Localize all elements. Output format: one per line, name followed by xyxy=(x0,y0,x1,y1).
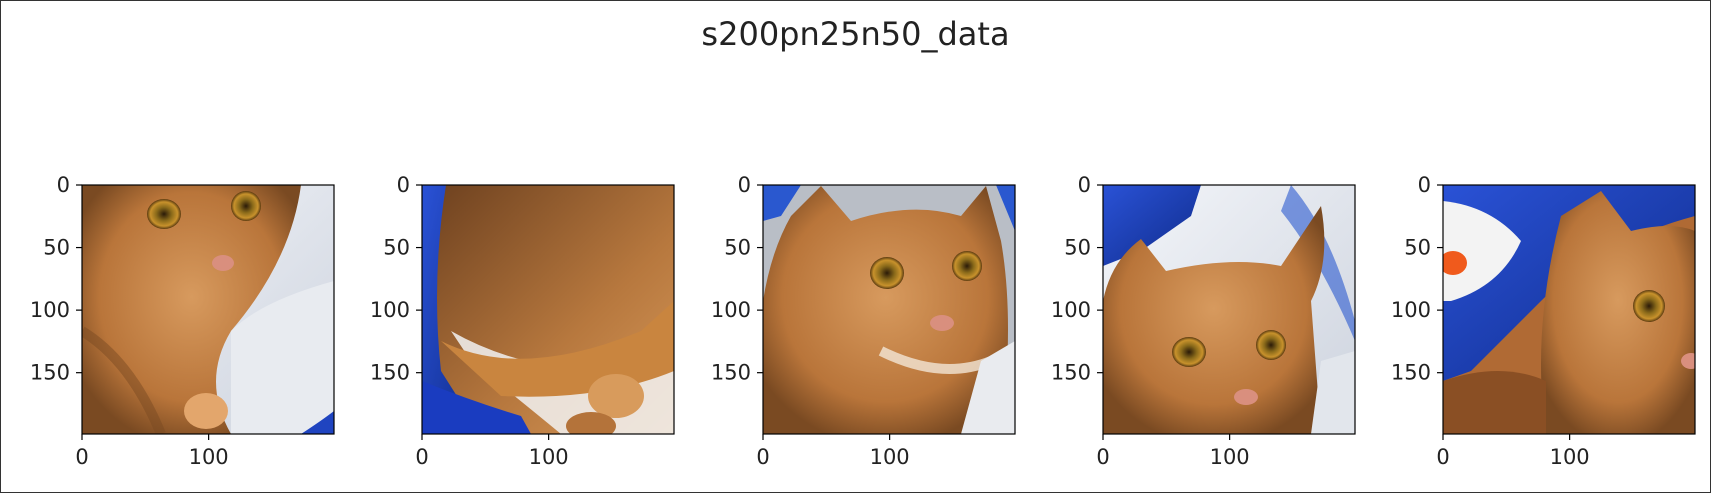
x-tick-label: 0 xyxy=(1096,445,1109,469)
y-tick-label: 150 xyxy=(711,361,751,385)
y-tick-label: 0 xyxy=(397,173,410,197)
x-tick-label: 100 xyxy=(189,445,229,469)
figure-title: s200pn25n50_data xyxy=(701,15,1010,53)
y-tick-label: 50 xyxy=(1064,236,1091,260)
image-panel-3 xyxy=(762,184,1016,435)
cat-image-3 xyxy=(763,185,1015,434)
x-tick-label: 0 xyxy=(756,445,769,469)
y-tick-label: 150 xyxy=(1391,361,1431,385)
y-tick-label: 100 xyxy=(1051,298,1091,322)
x-tick-label: 0 xyxy=(1436,445,1449,469)
y-tick-label: 0 xyxy=(738,173,751,197)
x-tick-label: 100 xyxy=(1550,445,1590,469)
axes-ticks-layer: 0 100 0 50 100 150 0 100 0 50 100 150 0 100 0 50 100 150 0… xyxy=(30,173,1590,469)
image-panel-5 xyxy=(1442,184,1696,435)
y-tick-label: 0 xyxy=(1078,173,1091,197)
image-panel-2 xyxy=(421,184,675,435)
y-tick-label: 100 xyxy=(1391,298,1431,322)
y-tick-label: 0 xyxy=(57,173,70,197)
y-tick-label: 50 xyxy=(383,236,410,260)
cat-image-4 xyxy=(1103,185,1355,434)
y-tick-label: 100 xyxy=(30,298,70,322)
y-tick-label: 50 xyxy=(43,236,70,260)
x-tick-label: 100 xyxy=(1210,445,1250,469)
cat-image-1 xyxy=(82,185,334,434)
cat-image-2 xyxy=(422,185,674,434)
y-tick-label: 50 xyxy=(1404,236,1431,260)
x-tick-label: 100 xyxy=(870,445,910,469)
y-tick-label: 150 xyxy=(30,361,70,385)
y-tick-label: 100 xyxy=(370,298,410,322)
image-panel-1 xyxy=(81,184,335,435)
cat-image-5 xyxy=(1443,185,1695,434)
x-tick-label: 100 xyxy=(529,445,569,469)
y-tick-label: 0 xyxy=(1418,173,1431,197)
y-tick-label: 50 xyxy=(724,236,751,260)
x-tick-label: 0 xyxy=(75,445,88,469)
y-tick-label: 150 xyxy=(1051,361,1091,385)
y-tick-label: 150 xyxy=(370,361,410,385)
image-panel-4 xyxy=(1102,184,1356,435)
x-tick-label: 0 xyxy=(415,445,428,469)
y-tick-label: 100 xyxy=(711,298,751,322)
